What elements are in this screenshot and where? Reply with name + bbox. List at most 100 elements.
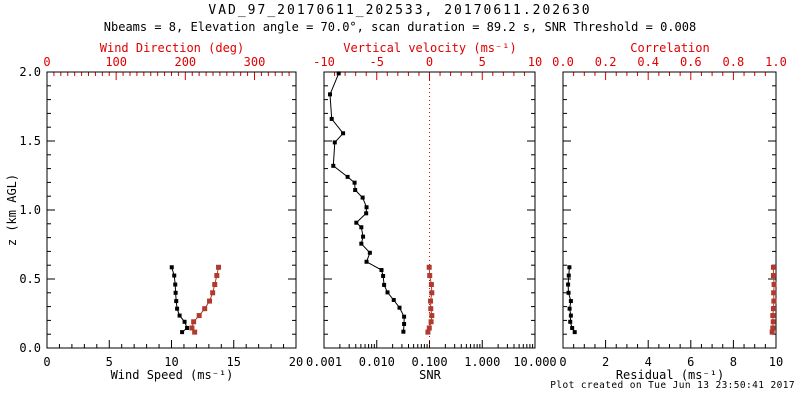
snr-point <box>385 290 390 295</box>
snr-point <box>382 282 387 287</box>
snr-axis-title: SNR <box>419 368 441 382</box>
wind_direction-point <box>212 282 218 288</box>
snr-line <box>329 73 405 332</box>
correlation-line <box>771 267 775 333</box>
correlation-point <box>770 325 776 331</box>
wind-speed-axis-title: Wind Speed (ms⁻¹) <box>110 368 234 382</box>
wind_speed-point <box>177 313 182 318</box>
x-tick-label: 8 <box>730 355 737 369</box>
snr-point <box>397 305 402 310</box>
vertical_velocity-point <box>428 306 434 312</box>
x-tick-label: 0.100 <box>411 355 447 369</box>
correlation-point <box>770 313 776 319</box>
top-tick-label: 5 <box>479 55 486 69</box>
vertical_velocity-point <box>427 273 433 279</box>
snr-point <box>354 220 359 225</box>
snr-point <box>402 321 407 326</box>
wind_speed-point <box>173 282 178 287</box>
top-tick-label: 100 <box>105 55 127 69</box>
y-tick-label: 0.0 <box>19 341 41 355</box>
wind_direction-point <box>216 264 222 270</box>
top-tick-label: 0.2 <box>595 55 617 69</box>
snr-point <box>364 205 369 210</box>
snr-point <box>352 180 357 185</box>
vertical-velocity-axis-title: Vertical velocity (ms⁻¹) <box>343 41 517 55</box>
correlation-point <box>770 264 776 270</box>
snr-point <box>329 116 334 121</box>
residual-axis-title: Residual (ms⁻¹) <box>615 368 725 382</box>
plot-frame <box>323 71 536 349</box>
plot-created-timestamp: Plot created on Tue Jun 13 23:50:41 2017 <box>550 380 795 391</box>
top-tick-label: 10 <box>528 55 542 69</box>
wind_speed-point <box>173 290 178 295</box>
top-tick-label: -5 <box>370 55 384 69</box>
wind-direction-axis-title: Wind Direction (deg) <box>99 41 245 55</box>
snr-point <box>332 140 337 145</box>
y-tick-label: 1.5 <box>19 134 41 148</box>
wind_direction-point <box>191 319 197 325</box>
vertical_velocity-point <box>428 298 434 304</box>
top-tick-label: 300 <box>244 55 266 69</box>
snr-point <box>381 273 386 278</box>
residual-point <box>568 319 573 324</box>
wind_direction-point <box>210 290 216 296</box>
snr-point <box>331 163 336 168</box>
snr-point <box>364 211 369 216</box>
vertical_velocity-point <box>428 282 434 288</box>
snr-point <box>364 259 369 264</box>
correlation-point <box>769 329 775 335</box>
residual-point <box>568 299 573 304</box>
x-tick-label: 6 <box>687 355 694 369</box>
top-tick-label: 200 <box>174 55 196 69</box>
plot-title: VAD_97_20170611_202533, 20170611.202630 <box>208 3 592 18</box>
wind_speed-point <box>172 273 177 278</box>
y-tick-label: 1.0 <box>19 203 41 217</box>
wind_speed-line <box>171 267 188 333</box>
y-tick-label: 0.5 <box>19 272 41 286</box>
wind_speed-point <box>174 299 179 304</box>
snr-point <box>336 71 341 76</box>
vertical_velocity-line <box>427 267 433 333</box>
correlation-point <box>770 273 776 279</box>
residual-point <box>566 282 571 287</box>
snr-point <box>379 268 384 273</box>
snr-point <box>359 241 364 246</box>
snr-point <box>367 250 372 255</box>
x-tick-label: 10 <box>769 355 783 369</box>
snr-point <box>359 225 364 230</box>
top-tick-label: 0 <box>43 55 50 69</box>
correlation-axis-title: Correlation <box>630 41 710 55</box>
x-tick-label: 5 <box>106 355 113 369</box>
snr-point <box>391 297 396 302</box>
correlation-point <box>770 319 776 325</box>
residual-line <box>567 267 576 333</box>
vertical_velocity-point <box>425 329 431 335</box>
x-tick-label: 4 <box>645 355 652 369</box>
y-tick-label: 2.0 <box>19 65 41 79</box>
residual-point <box>566 290 571 295</box>
snr-point <box>361 234 366 239</box>
wind_speed-point <box>169 265 174 270</box>
x-tick-label: 10.000 <box>513 355 556 369</box>
wind_direction-point <box>189 325 195 331</box>
x-tick-label: 0.001 <box>306 355 342 369</box>
x-tick-label: 1.000 <box>464 355 500 369</box>
snr-point <box>328 92 333 97</box>
plot-frame <box>46 71 297 349</box>
x-tick-label: 10 <box>164 355 178 369</box>
wind_direction-point <box>207 298 213 304</box>
residual-point <box>567 265 572 270</box>
x-tick-label: 20 <box>289 355 303 369</box>
plot-subtitle: Nbeams = 8, Elevation angle = 70.0°, sca… <box>103 20 697 34</box>
snr-point <box>345 174 350 179</box>
correlation-point <box>771 298 777 304</box>
y-axis-title: z (km AGL) <box>5 173 19 247</box>
x-tick-label: 0 <box>559 355 566 369</box>
wind_direction-point <box>192 329 198 335</box>
panel-wind: 0.00.51.01.52.00 5 10 15 200 100 200 300 <box>19 55 303 369</box>
snr-point <box>353 187 358 192</box>
wind_direction-point <box>214 273 220 279</box>
x-tick-label: 0.010 <box>359 355 395 369</box>
